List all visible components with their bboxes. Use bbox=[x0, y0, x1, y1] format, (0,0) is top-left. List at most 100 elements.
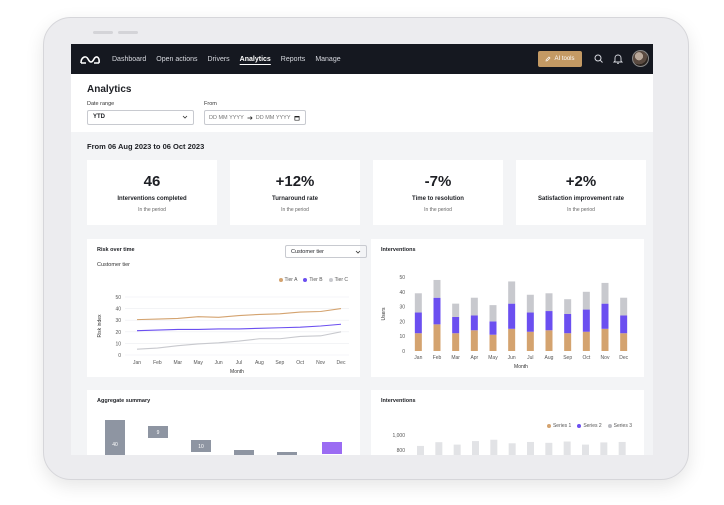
ai-tools-button[interactable]: AI tools bbox=[538, 51, 582, 67]
bar-segment bbox=[433, 324, 441, 351]
bar-segment bbox=[601, 282, 609, 304]
bar bbox=[234, 450, 254, 455]
legend-item[interactable]: Series 2 bbox=[577, 423, 602, 429]
bar-segment bbox=[489, 305, 497, 322]
bar bbox=[322, 442, 342, 454]
nav-dashboard[interactable]: Dashboard bbox=[112, 55, 147, 63]
x-tick-label: May bbox=[193, 360, 203, 366]
x-tick-label: Feb bbox=[433, 355, 442, 361]
aggregate-card: Aggregate summary 40 9 10 bbox=[87, 390, 360, 455]
y-tick-label: 30 bbox=[115, 318, 121, 324]
x-tick-label: Aug bbox=[545, 355, 554, 361]
nav-manage[interactable]: Manage bbox=[315, 55, 341, 63]
kpi-value: +12% bbox=[275, 173, 315, 190]
legend-label: Series 1 bbox=[552, 423, 572, 429]
legend-label: Tier A bbox=[284, 277, 298, 283]
kpi-sub: In the period bbox=[567, 207, 595, 213]
interventions-card-2: Interventions Series 1 Series 2 Series 3… bbox=[371, 390, 644, 455]
legend-item[interactable]: Tier B bbox=[303, 277, 323, 283]
nav-open-actions[interactable]: Open actions bbox=[156, 55, 198, 63]
bar-segment bbox=[414, 293, 422, 313]
legend-dot bbox=[303, 277, 308, 282]
bar bbox=[545, 442, 553, 455]
x-tick-label: Oct bbox=[582, 355, 590, 361]
bar bbox=[490, 439, 498, 455]
nav-analytics[interactable]: Analytics bbox=[239, 55, 271, 63]
bar-value-label: 9 bbox=[157, 430, 160, 436]
y-tick-label: 40 bbox=[115, 307, 121, 313]
bar bbox=[105, 420, 125, 455]
bar-segment bbox=[470, 297, 478, 316]
date-range-picker[interactable]: DD MM YYYY DD MM YYYY bbox=[204, 110, 306, 125]
bar-segment bbox=[489, 321, 497, 335]
to-date-field[interactable]: DD MM YYYY bbox=[255, 114, 291, 121]
legend-item[interactable]: Series 1 bbox=[546, 423, 572, 429]
bar bbox=[148, 426, 168, 438]
x-tick-label: Mar bbox=[451, 355, 460, 361]
bar-segment bbox=[508, 303, 516, 329]
dropdown-value: Customer tier bbox=[291, 249, 325, 255]
bar-segment bbox=[526, 331, 534, 351]
period-heading: From 06 Aug 2023 to 06 Oct 2023 bbox=[87, 142, 205, 151]
avatar[interactable] bbox=[632, 50, 649, 67]
bar-segment bbox=[620, 315, 628, 334]
logo-icon[interactable] bbox=[79, 52, 101, 66]
from-label: From bbox=[204, 101, 217, 107]
bar-segment bbox=[620, 297, 628, 316]
risk-chart: 0 10 20 30 40 50 Jan Feb Mar May Jun Jul Aug Sep Oct No… bbox=[97, 295, 349, 375]
bar-segment bbox=[582, 291, 590, 310]
bar-segment bbox=[526, 312, 534, 332]
bar bbox=[435, 442, 443, 455]
customer-tier-dropdown[interactable]: Customer tier bbox=[285, 245, 367, 258]
bell-icon[interactable] bbox=[612, 53, 624, 65]
chevron-down-icon bbox=[355, 250, 361, 254]
chevron-down-icon bbox=[182, 115, 188, 119]
legend-dot bbox=[577, 423, 582, 428]
y-tick-label: 0 bbox=[118, 353, 121, 359]
x-tick-label: Nov bbox=[316, 360, 325, 366]
bar bbox=[277, 452, 297, 455]
x-tick-label: Jul bbox=[236, 360, 242, 366]
kpi-card: -7% Time to resolution In the period bbox=[373, 160, 503, 225]
x-tick-label: Jul bbox=[527, 355, 533, 361]
y-axis-label: Risk index bbox=[97, 314, 103, 338]
x-tick-label: Mar bbox=[173, 360, 182, 366]
kpi-name: Turnaround rate bbox=[272, 196, 318, 202]
tablet-button bbox=[118, 31, 138, 34]
interventions-title: Interventions bbox=[381, 247, 416, 253]
bar-segment bbox=[601, 303, 609, 329]
x-axis-label: Month bbox=[230, 369, 244, 375]
legend-item[interactable]: Series 3 bbox=[607, 423, 632, 429]
aggregate-chart: 40 9 10 bbox=[105, 420, 342, 455]
bar-segment bbox=[564, 299, 572, 314]
y-tick-label: 30 bbox=[399, 305, 405, 311]
nav-reports[interactable]: Reports bbox=[280, 55, 306, 63]
nav-drivers[interactable]: Drivers bbox=[207, 55, 230, 63]
kpi-name: Interventions completed bbox=[117, 196, 187, 202]
bar-segment bbox=[620, 333, 628, 351]
interventions-card: Interventions 0 10 20 30 40 50 Users Jan Feb Mar A… bbox=[371, 239, 644, 377]
x-tick-label: Jan bbox=[133, 360, 141, 366]
y-tick-label: 20 bbox=[115, 330, 121, 336]
x-tick-label: Sep bbox=[563, 355, 572, 361]
legend-label: Series 3 bbox=[613, 423, 632, 429]
bar bbox=[582, 444, 589, 455]
kpi-name: Time to resolution bbox=[412, 196, 464, 202]
from-date-field[interactable]: DD MM YYYY bbox=[209, 114, 244, 121]
kpi-value: +2% bbox=[565, 173, 597, 190]
legend-item[interactable]: Tier C bbox=[328, 277, 348, 283]
bar-segment bbox=[564, 314, 572, 334]
x-tick-label: Oct bbox=[296, 360, 304, 366]
y-tick-label: 1,000 bbox=[392, 433, 405, 439]
y-tick-label: 800 bbox=[397, 448, 406, 454]
date-range-select[interactable]: YTD bbox=[87, 110, 194, 125]
legend-label: Series 2 bbox=[583, 423, 602, 429]
kpi-name: Satisfaction improvement rate bbox=[537, 196, 625, 202]
calendar-icon[interactable] bbox=[294, 115, 300, 121]
x-tick-label: Jan bbox=[414, 355, 422, 361]
risk-card: Risk over time Customer tier Customer ti… bbox=[87, 239, 367, 377]
legend-item[interactable]: Tier A bbox=[278, 277, 298, 283]
search-icon[interactable] bbox=[593, 53, 605, 65]
kpi-card: 46 Interventions completed In the period bbox=[87, 160, 217, 225]
bar-segment bbox=[545, 293, 553, 312]
